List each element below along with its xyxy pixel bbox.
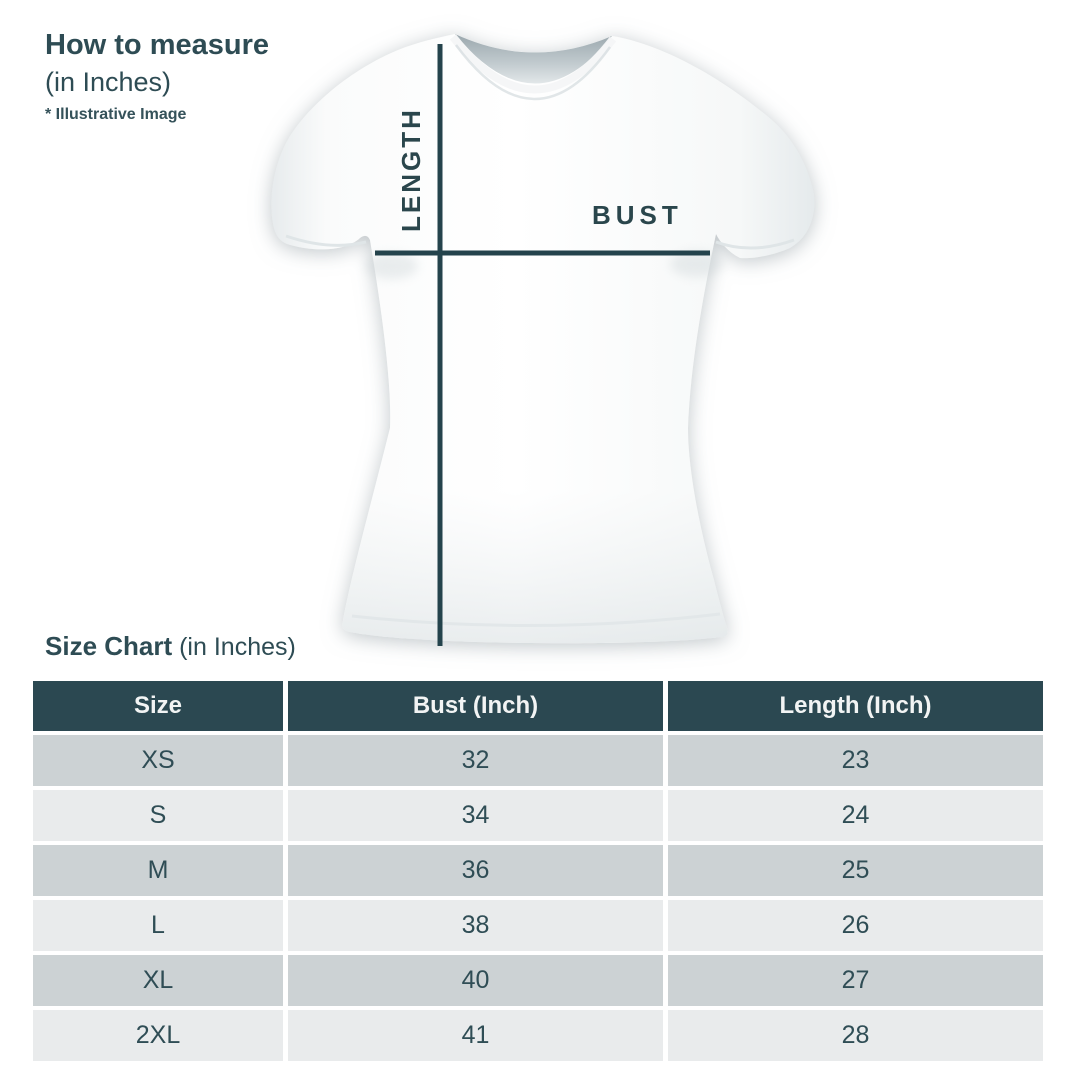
table-cell-length: 26 bbox=[668, 900, 1043, 951]
table-cell-size: XL bbox=[33, 955, 283, 1006]
table-cell-bust: 32 bbox=[288, 735, 663, 786]
table-cell-length: 27 bbox=[668, 955, 1043, 1006]
table-cell-length: 25 bbox=[668, 845, 1043, 896]
right-sleeve-seam bbox=[715, 238, 795, 250]
size-chart-title: Size Chart bbox=[45, 631, 173, 661]
size-chart-table: Size Bust (Inch) Length (Inch) XS 32 23 … bbox=[33, 681, 1043, 1061]
left-sleeve-seam bbox=[285, 234, 367, 247]
page-title: How to measure bbox=[45, 29, 269, 61]
underarm-shading-left bbox=[366, 253, 418, 279]
table-cell-bust: 40 bbox=[288, 955, 663, 1006]
size-chart-unit: (in Inches) bbox=[179, 633, 296, 661]
table-cell-bust: 36 bbox=[288, 845, 663, 896]
table-cell-bust: 34 bbox=[288, 790, 663, 841]
table-cell-length: 23 bbox=[668, 735, 1043, 786]
column-header-size: Size bbox=[33, 681, 283, 731]
hem-seam bbox=[351, 612, 721, 627]
illustrative-note: * Illustrative Image bbox=[45, 105, 187, 123]
table-cell-bust: 38 bbox=[288, 900, 663, 951]
tshirt-illustration: LENGTH BUST bbox=[271, 34, 815, 646]
page-subtitle: (in Inches) bbox=[45, 66, 172, 97]
collar-band bbox=[449, 34, 617, 94]
size-chart-heading: Size Chart (in Inches) bbox=[45, 631, 296, 662]
table-cell-size: 2XL bbox=[33, 1010, 283, 1061]
collar-inside bbox=[455, 34, 612, 84]
column-header-bust: Bust (Inch) bbox=[288, 681, 663, 731]
table-cell-length: 24 bbox=[668, 790, 1043, 841]
table-cell-length: 28 bbox=[668, 1010, 1043, 1061]
bust-label: BUST bbox=[592, 200, 683, 230]
table-cell-size: S bbox=[33, 790, 283, 841]
collar-band-shadow bbox=[454, 44, 612, 101]
length-label: LENGTH bbox=[396, 107, 426, 232]
table-cell-bust: 41 bbox=[288, 1010, 663, 1061]
table-cell-size: XS bbox=[33, 735, 283, 786]
table-cell-size: M bbox=[33, 845, 283, 896]
table-cell-size: L bbox=[33, 900, 283, 951]
how-to-measure-block: How to measure (in Inches) * Illustrativ… bbox=[45, 29, 269, 124]
tshirt-shading bbox=[271, 34, 815, 644]
underarm-shading-right bbox=[670, 251, 722, 277]
column-header-length: Length (Inch) bbox=[668, 681, 1043, 731]
